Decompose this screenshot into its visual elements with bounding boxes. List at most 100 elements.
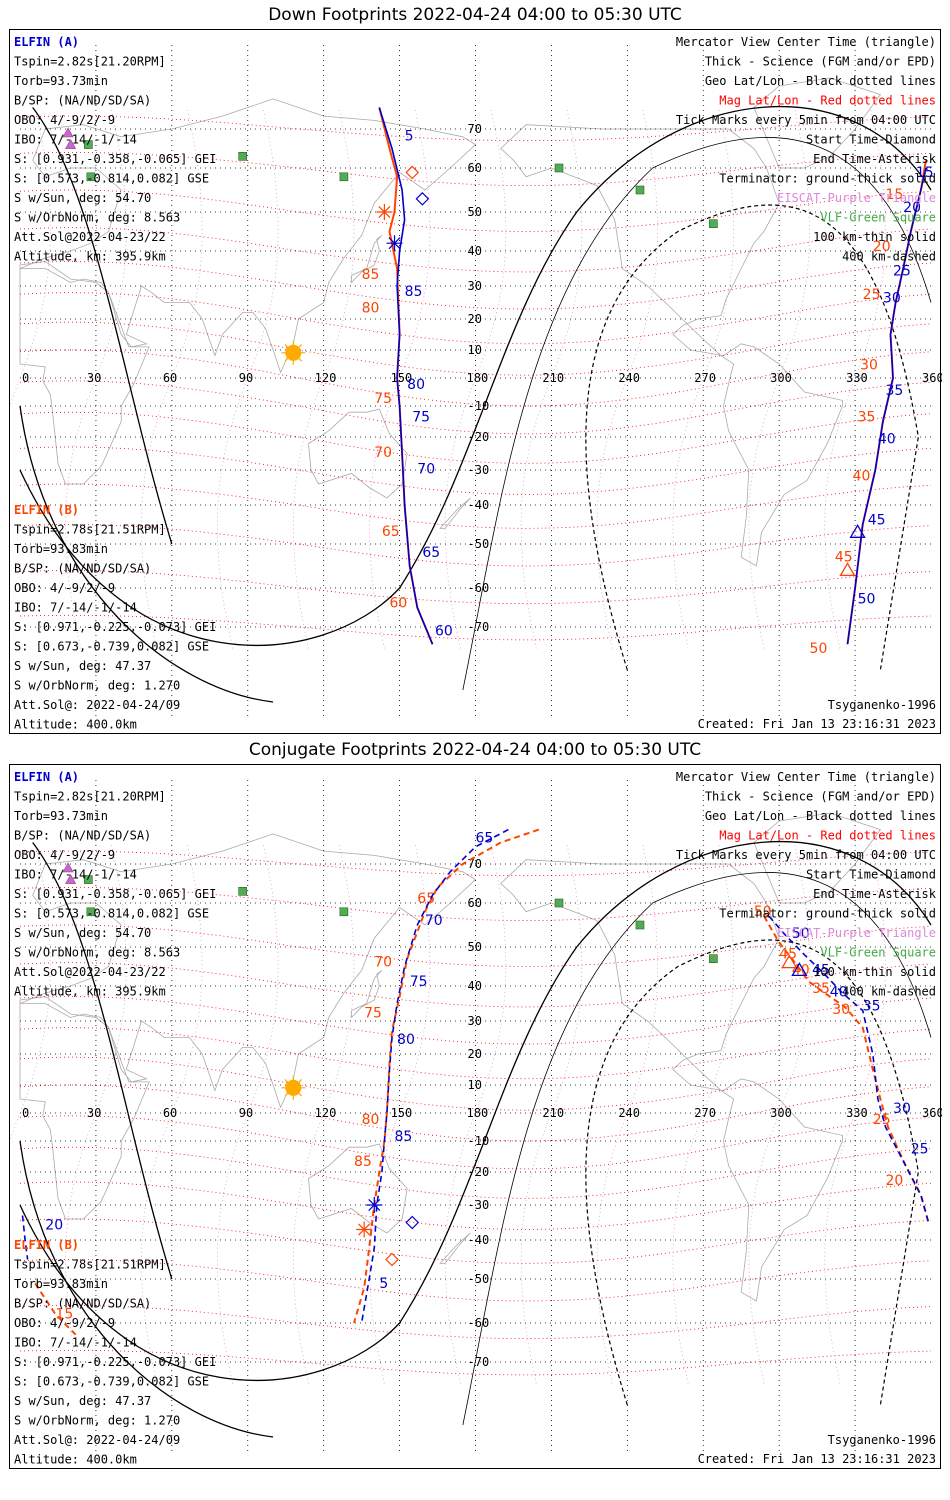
elfin-b-track-end-asterisk	[358, 1223, 371, 1236]
elfin-a-track-east-line	[768, 915, 930, 1223]
elfin-b-track-east-tick-label: 50	[754, 904, 772, 920]
terminator-100km	[462, 137, 932, 691]
lon-tick-label: 240	[618, 371, 640, 385]
legend-entry: Mag Lat/Lon - Red dotted lines	[719, 829, 936, 843]
elfin-b-info-line: Altitude: 400.0km	[14, 718, 137, 732]
elfin-b-info-line: Att.Sol@: 2022-04-24/09	[14, 1433, 180, 1447]
elfin-b-track-wrap-line	[34, 1282, 77, 1336]
elfin-a-info-line: S w/Sun, deg: 54.70	[14, 926, 151, 940]
elfin-a-track-east-tick-label: 45	[812, 962, 830, 978]
vlf-site-marker	[709, 219, 718, 228]
lon-tick-label: 270	[694, 1106, 716, 1120]
legend-entry: Geo Lat/Lon - Black dotted lines	[705, 74, 936, 88]
elfin-b-info-line: Altitude: 400.0km	[14, 1453, 137, 1467]
elfin-b-info-line: S: [0.971,-0.225,-0.073] GEI	[14, 1355, 216, 1369]
lon-tick-label: 210	[542, 1106, 564, 1120]
elfin-a-track-tick-label: 5	[379, 1276, 388, 1292]
eiscat-site-marker	[62, 127, 74, 138]
lat-tick-label: -40	[468, 498, 490, 512]
elfin-a-info-line: S w/OrbNorm, deg: 8.563	[14, 211, 180, 225]
elfin-a-track-east-tick-label: 20	[903, 200, 921, 216]
mag-parallel	[19, 1349, 932, 1376]
elfin-a-info-line: Torb=93.73min	[14, 809, 108, 823]
elfin-b-info-line: B/SP: (NA/ND/SD/SA)	[14, 562, 151, 576]
elfin-a-info-line: OBO: 4/-9/2/-9	[14, 848, 115, 862]
elfin-b-track-tick-label: 70	[374, 445, 392, 461]
elfin-a-info-line: B/SP: (NA/ND/SD/SA)	[14, 94, 151, 108]
conjugate-panel-title: Conjugate Footprints 2022-04-24 04:00 to…	[248, 740, 702, 760]
lon-tick-label: 120	[315, 1106, 337, 1120]
elfin-a-track-east-tick-label: 45	[868, 513, 886, 529]
conjugate-map-svg: 0 30 60 90 120 150 180 210 240 270 300 330 360 70 60 50…	[10, 770, 942, 1467]
elfin-b-track-east-tick-label: 25	[863, 287, 881, 303]
lon-tick-label: 150	[391, 371, 413, 385]
terminator-ground	[19, 841, 932, 1381]
eiscat-site-marker	[62, 862, 74, 873]
mag-parallel	[19, 850, 932, 877]
elfin-b-track-tick-label: 80	[362, 300, 380, 316]
lon-tick-label: 330	[846, 1106, 868, 1120]
terminator-ground-left	[19, 405, 274, 703]
elfin-a-info-line: IBO: 7/-14/-1/-14	[14, 868, 137, 882]
elfin-b-track-east-tick-label: 40	[853, 469, 871, 485]
lat-tick-label: -50	[468, 537, 490, 551]
lon-tick-label: 240	[618, 1106, 640, 1120]
mag-parallel	[19, 1115, 932, 1170]
vlf-site-marker	[709, 954, 718, 963]
elfin-b-track-tick-label: 85	[354, 1154, 372, 1170]
elfin-a-track-wrap-tick-label: 20	[45, 1218, 63, 1234]
model-label: Tsyganenko-1996	[828, 698, 936, 712]
lat-tick-label: 20	[468, 1047, 482, 1061]
lon-tick-label: 300	[770, 371, 792, 385]
vlf-site-marker	[635, 185, 645, 195]
elfin-a-info-line: S: [0.573,-0.814,0.082] GSE	[14, 907, 209, 921]
legend-entry: EISCAT-Purple Triangle	[777, 191, 936, 205]
elfin-b-info-line: S w/OrbNorm, deg: 1.270	[14, 1414, 180, 1428]
lat-tick-label: 50	[468, 205, 482, 219]
land-outline	[19, 98, 477, 374]
elfin-a-info-name: ELFIN (A)	[14, 770, 79, 784]
lon-tick-label: 180	[467, 371, 489, 385]
legend-entry: End Time-Asterisk	[813, 152, 937, 166]
legend-entry: 400 km-dashed	[842, 985, 936, 999]
legend-entry: Terminator: ground-thick solid	[719, 172, 936, 186]
elfin-a-track-east-tick-label: 25	[893, 264, 911, 280]
vlf-site-marker	[554, 898, 564, 908]
elfin-b-track-end-asterisk	[378, 205, 391, 219]
land-outline	[308, 1143, 408, 1234]
land-outline	[500, 859, 843, 1302]
down-panel-title: Down Footprints 2022-04-24 04:00 to 05:3…	[268, 5, 682, 25]
elfin-a-track-tick-label: 80	[397, 1032, 415, 1048]
elfin-a-track-tick-label: 5	[405, 129, 414, 145]
elfin-b-info-line: Torb=93.83min	[14, 1277, 108, 1291]
elfin-a-track-east-tick-label: 40	[830, 985, 848, 1001]
lon-tick-label: 150	[391, 1106, 413, 1120]
land-outline	[351, 235, 383, 284]
land-outline	[308, 408, 408, 499]
land-outline	[753, 77, 882, 169]
land-outline	[19, 833, 477, 1109]
vlf-site-marker	[84, 140, 93, 149]
elfin-b-track-east-tick-label: 30	[860, 358, 878, 374]
elfin-b-track-east-tick-label: 20	[885, 1173, 903, 1189]
elfin-b-track-tick-label: 60	[389, 596, 407, 612]
elfin-a-track-tick-label: 70	[417, 462, 435, 478]
lat-tick-label: 40	[468, 244, 482, 258]
mag-parallel	[19, 1304, 932, 1339]
created-timestamp: Created: Fri Jan 13 23:16:31 2023	[698, 1452, 936, 1466]
land-outline	[439, 1232, 471, 1264]
mag-parallel	[19, 1084, 932, 1142]
lat-tick-label: 10	[468, 1078, 482, 1092]
elfin-a-track-east-tick-label: 30	[883, 291, 901, 307]
elfin-b-info-line: Tspin=2.78s[21.51RPM]	[14, 1258, 166, 1272]
created-timestamp: Created: Fri Jan 13 23:16:31 2023	[698, 717, 936, 731]
lat-tick-label: -30	[468, 1198, 490, 1212]
elfin-a-track-east-tick-label: 25	[911, 1141, 929, 1157]
elfin-b-track-start-diamond	[405, 165, 420, 180]
elfin-a-info-line: S: [0.931,-0.358,-0.065] GEI	[14, 152, 216, 166]
elfin-a-info-line: Tspin=2.82s[21.20RPM]	[14, 790, 166, 804]
lat-tick-label: 60	[468, 896, 482, 910]
vlf-site-marker	[339, 172, 349, 182]
elfin-b-track-east-tick-label: 30	[832, 1002, 850, 1018]
mag-parallel	[19, 115, 932, 142]
